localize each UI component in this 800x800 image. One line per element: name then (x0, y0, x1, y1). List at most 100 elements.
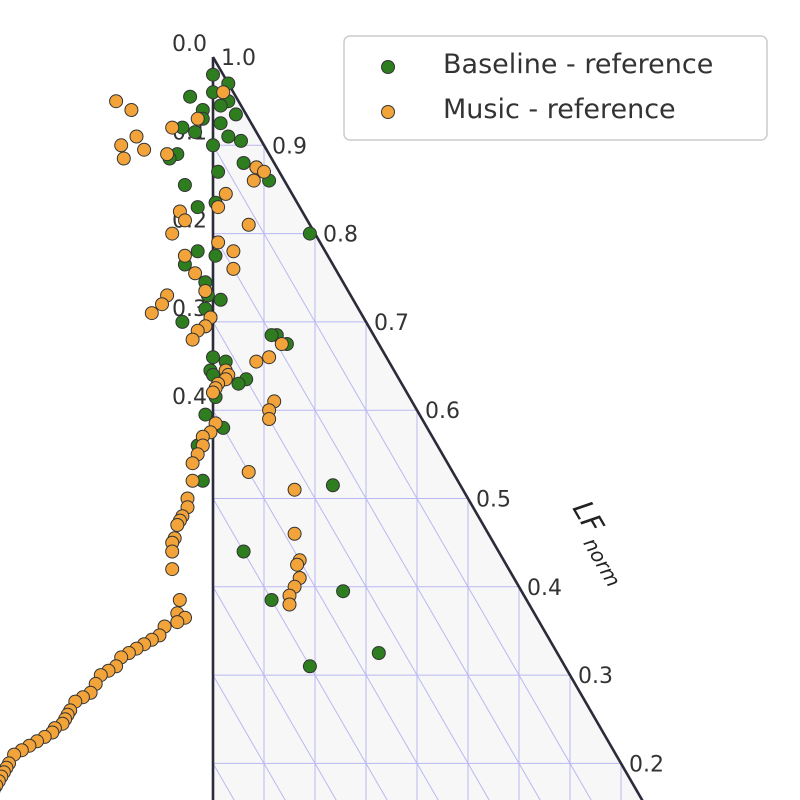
data-point-music (170, 615, 185, 630)
data-point-baseline (206, 138, 220, 153)
data-point-baseline (264, 593, 279, 607)
data-point-music (165, 562, 180, 577)
grid-line (213, 498, 469, 800)
grid-lines (213, 144, 673, 800)
data-point-baseline (177, 178, 192, 192)
data-point-music (155, 297, 169, 312)
data-point-music (226, 261, 241, 276)
data-point-music (172, 593, 187, 607)
data-point-music (170, 518, 185, 532)
legend-box (343, 35, 768, 141)
data-point-music (165, 120, 180, 135)
data-point-baseline (302, 659, 317, 674)
legend: Baseline - reference Music - reference (343, 35, 768, 141)
axis-title-main: LF (566, 495, 611, 540)
data-point-music (185, 332, 200, 347)
data-point-baseline (213, 98, 228, 113)
data-point-music (262, 350, 277, 365)
data-point-baseline (302, 226, 317, 241)
right-edge (211, 56, 644, 800)
data-point-music (246, 173, 261, 188)
data-point-baseline (175, 314, 190, 329)
data-point-music (226, 244, 241, 259)
data-point-music (249, 354, 264, 369)
axis-title-right: LFnorm (561, 495, 639, 591)
tick-label-right: 0.5 (476, 488, 511, 513)
data-point-music (160, 147, 175, 162)
data-point-baseline (213, 292, 228, 307)
tick-label-right: 0.8 (323, 223, 358, 248)
data-point-music (137, 142, 152, 157)
data-point-music (190, 111, 205, 126)
grid-line (213, 145, 673, 800)
data-point-baseline (264, 328, 279, 343)
data-point-music (274, 337, 289, 351)
tick-label-left: 0.0 (172, 32, 207, 57)
data-point-baseline (228, 107, 243, 122)
data-point-music (198, 284, 213, 298)
data-point-baseline (236, 156, 251, 170)
tick-label-right: 0.2 (629, 752, 664, 777)
tick-label-left: 0.4 (172, 385, 207, 410)
data-point-music (241, 465, 256, 479)
data-point-music (290, 557, 305, 572)
legend-label-music: Music - reference (443, 94, 676, 125)
data-point-baseline (336, 584, 351, 599)
data-point-baseline (231, 376, 246, 391)
data-point-baseline (188, 125, 203, 140)
data-point-music (185, 473, 200, 488)
data-point-baseline (183, 89, 198, 104)
data-point-music (124, 103, 139, 117)
data-point-baseline (371, 646, 386, 660)
legend-marker-music (381, 105, 395, 119)
data-point-music (282, 597, 297, 612)
data-point-music (287, 482, 302, 497)
data-point-music (165, 544, 180, 559)
data-point-baseline (198, 407, 213, 422)
tick-label-right: 0.6 (425, 399, 460, 424)
data-point-music (206, 385, 220, 400)
data-point-music (216, 85, 231, 100)
tick-label-right: 0.9 (272, 134, 307, 159)
data-point-baseline (234, 133, 248, 148)
data-point-baseline (325, 478, 340, 493)
data-point-baseline (190, 244, 205, 259)
tick-label-right: 0.4 (527, 576, 562, 601)
data-point-baseline (206, 67, 220, 82)
data-point-baseline (221, 129, 236, 144)
data-point-music (109, 94, 124, 109)
data-point-baseline (208, 248, 223, 263)
data-point-baseline (206, 350, 220, 365)
data-point-baseline (211, 164, 226, 179)
legend-label-baseline: Baseline - reference (443, 49, 713, 80)
data-point-music (241, 217, 256, 232)
data-point-music (116, 151, 131, 166)
data-point-baseline (236, 544, 251, 559)
data-point-music (211, 235, 226, 250)
data-point-music (287, 526, 302, 541)
grid-line (213, 674, 367, 800)
tick-label-right: 1.0 (221, 46, 256, 71)
data-point-music (257, 164, 271, 179)
grid-line (213, 763, 316, 800)
data-point-music (218, 186, 233, 201)
tick-label-right: 0.7 (374, 311, 409, 336)
data-point-music (129, 129, 144, 144)
data-point-music (188, 266, 203, 281)
data-point-music (262, 412, 277, 426)
tick-label-right: 0.3 (578, 664, 613, 689)
data-point-music (211, 200, 226, 215)
legend-marker-baseline (381, 60, 395, 74)
data-point-music (165, 226, 180, 241)
data-points (0, 67, 386, 793)
data-point-music (185, 456, 200, 471)
data-point-music (177, 248, 192, 263)
data-point-baseline (213, 116, 228, 131)
data-point-music (178, 213, 192, 228)
data-point-music (0, 779, 4, 792)
data-point-music (144, 306, 159, 321)
data-point-baseline (190, 200, 205, 215)
data-point-music (114, 138, 129, 153)
axis-title-sub: norm (579, 533, 626, 591)
